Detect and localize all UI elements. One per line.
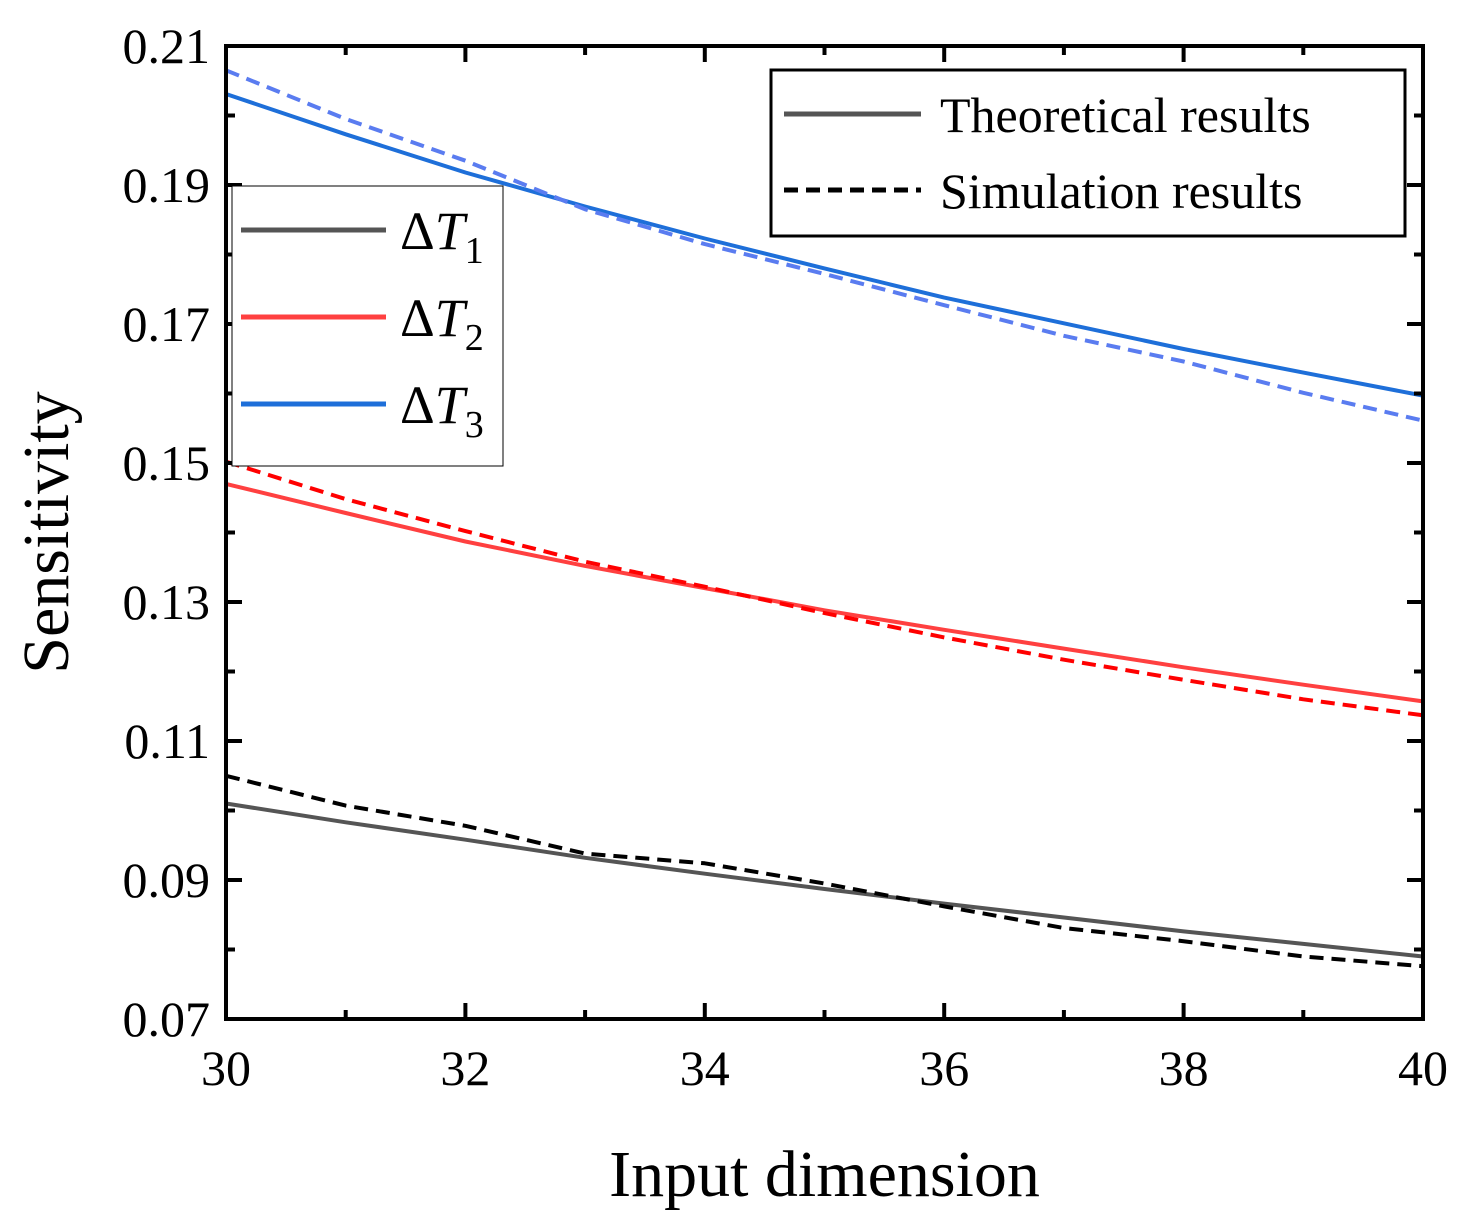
y-tick-label: 0.11 bbox=[124, 713, 210, 769]
series-legend: ΔT1 ΔT2 ΔT3 bbox=[231, 185, 504, 467]
x-tick-label: 32 bbox=[440, 1040, 490, 1096]
x-tick-label: 38 bbox=[1159, 1040, 1209, 1096]
tick-label-layer: 30 32 34 36 38 400.070.090.110.130.150.170.19… bbox=[123, 18, 1449, 1096]
series-legend-box bbox=[231, 185, 504, 467]
y-tick-label: 0.21 bbox=[123, 18, 211, 74]
legend-delta-symbol: Δ bbox=[400, 375, 435, 435]
plot-area-frame bbox=[224, 44, 1425, 1021]
legend-label-delta-t2: ΔT2 bbox=[400, 288, 484, 359]
x-tick-label: 30 bbox=[201, 1040, 251, 1096]
x-tick-label: 40 bbox=[1398, 1040, 1448, 1096]
series-line-2 bbox=[225, 773, 1424, 969]
legend-label-theoretical: Theoretical results bbox=[940, 87, 1311, 143]
y-tick-label: 0.09 bbox=[123, 852, 211, 908]
y-tick-label: 0.07 bbox=[123, 991, 211, 1047]
legend-label-simulation: Simulation results bbox=[940, 163, 1303, 219]
legend-subscript: 1 bbox=[465, 230, 484, 272]
y-tick-label: 0.19 bbox=[123, 157, 211, 213]
y-tick-label: 0.15 bbox=[123, 435, 211, 491]
x-axis-title: Input dimension bbox=[609, 1138, 1040, 1211]
legend-variable: T bbox=[435, 288, 469, 348]
legend-delta-symbol: Δ bbox=[400, 201, 435, 261]
y-tick-label: 0.13 bbox=[123, 574, 211, 630]
legend-delta-symbol: Δ bbox=[400, 288, 435, 348]
x-tick-label: 36 bbox=[919, 1040, 969, 1096]
legend-variable: T bbox=[435, 201, 469, 261]
style-legend: Theoretical results Simulation results bbox=[769, 68, 1407, 238]
series-line-3 bbox=[225, 481, 1424, 704]
legend-subscript: 3 bbox=[465, 404, 484, 446]
x-tick-label: 34 bbox=[680, 1040, 730, 1096]
legend-label-delta-t3: ΔT3 bbox=[400, 375, 484, 446]
y-axis-title: Sensitivity bbox=[10, 391, 83, 673]
legend-variable: T bbox=[435, 375, 469, 435]
series-line-4 bbox=[225, 459, 1424, 718]
series-line-6 bbox=[225, 68, 1424, 423]
style-legend-box bbox=[769, 68, 1407, 238]
series-line-5 bbox=[225, 92, 1424, 398]
series-layer bbox=[225, 68, 1424, 969]
legend-label-delta-t1: ΔT1 bbox=[400, 201, 484, 272]
legend-subscript: 2 bbox=[465, 317, 484, 359]
y-tick-label: 0.17 bbox=[123, 296, 211, 352]
series-line-1 bbox=[225, 801, 1424, 959]
